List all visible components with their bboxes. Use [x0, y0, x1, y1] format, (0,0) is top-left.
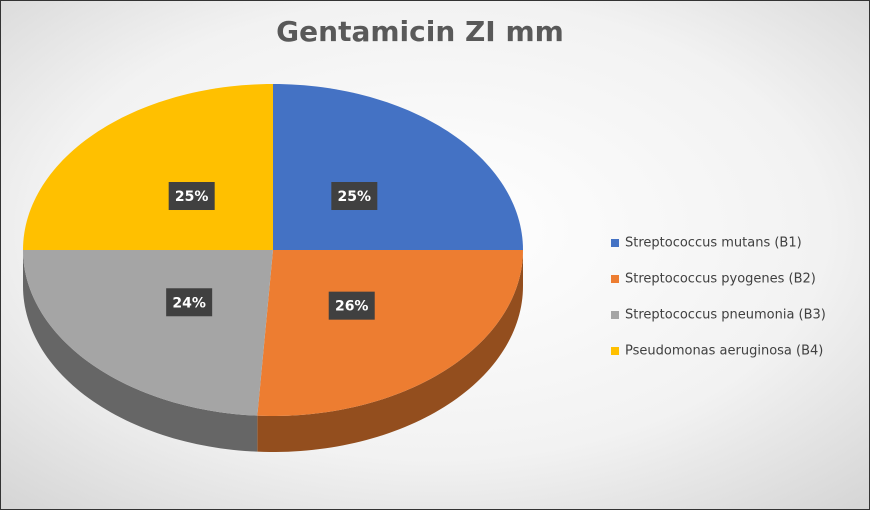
legend-text: Streptococcus pneumonia (B3): [625, 308, 826, 323]
legend-text: Streptococcus mutans (B1): [625, 236, 802, 251]
legend-text: Streptococcus pyogenes (B2): [625, 272, 816, 287]
data-label: 25%: [175, 189, 209, 205]
legend-swatch: [611, 347, 619, 355]
legend-swatch: [611, 275, 619, 283]
data-label-box: [328, 291, 375, 320]
chart-title: Gentamicin ZI mm: [276, 15, 564, 48]
data-label: 24%: [172, 295, 206, 311]
slice-side: [257, 250, 523, 452]
plot: Gentamicin ZI mm 25% 26% 24% 25% Streptococc…: [23, 15, 826, 452]
legend-swatch: [611, 311, 619, 319]
legend-text: Pseudomonas aeruginosa (B4): [625, 344, 823, 359]
data-label: 26%: [335, 299, 369, 315]
legend-swatch: [611, 239, 619, 247]
data-label-box: [168, 182, 215, 211]
slice-side: [23, 250, 258, 452]
slice: [257, 250, 523, 416]
data-label-box: [166, 288, 213, 317]
data-label-box: [331, 182, 378, 211]
data-label: 25%: [338, 189, 372, 205]
